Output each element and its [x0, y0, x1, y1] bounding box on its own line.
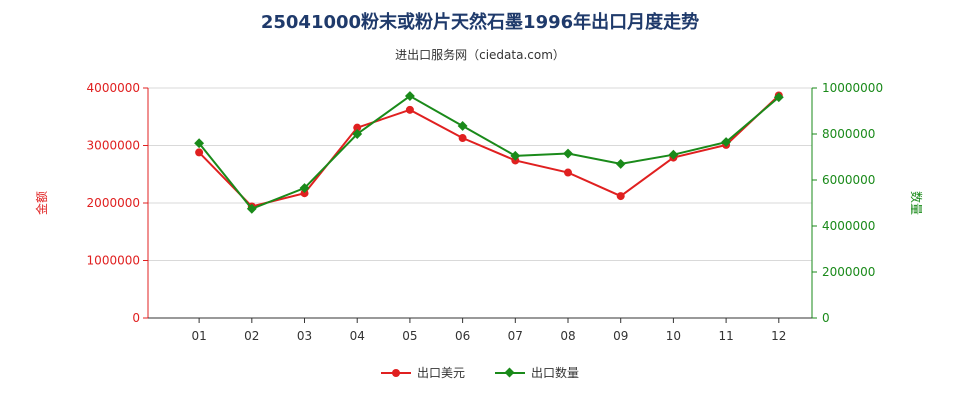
- x-tick-label-8: 09: [613, 329, 628, 343]
- x-tick-label-11: 12: [771, 329, 786, 343]
- series-1-point-3: [352, 129, 363, 139]
- legend-swatch-usd: [380, 367, 411, 379]
- series-1-point-6: [510, 150, 521, 161]
- left-tick-label-4: 4000000: [87, 81, 140, 95]
- series-0-point-5: [458, 134, 467, 143]
- left-tick-label-1: 1000000: [87, 254, 140, 268]
- right-tick-label-3: 6000000: [822, 173, 875, 187]
- x-tick-label-1: 02: [244, 329, 259, 343]
- series-1-point-9: [668, 149, 679, 160]
- right-axis-title: 数量: [909, 191, 924, 215]
- x-tick-label-4: 05: [402, 329, 417, 343]
- right-tick-label-1: 2000000: [822, 265, 875, 279]
- x-tick-label-0: 01: [191, 329, 206, 343]
- series-0-point-0: [195, 148, 204, 157]
- left-tick-label-2: 2000000: [87, 196, 140, 210]
- x-tick-label-9: 10: [666, 329, 681, 343]
- series-1-point-1: [246, 203, 257, 214]
- x-tick-label-6: 07: [508, 329, 523, 343]
- left-tick-label-0: 0: [132, 311, 140, 325]
- x-tick-label-3: 04: [350, 329, 365, 343]
- series-1-point-11: [773, 92, 784, 103]
- series-0-point-8: [616, 192, 625, 201]
- left-tick-label-3: 3000000: [87, 139, 140, 153]
- legend-item-qty[interactable]: 出口数量: [495, 364, 579, 381]
- legend-swatch-qty: [495, 367, 525, 379]
- x-tick-label-10: 11: [718, 329, 733, 343]
- legend-label-qty: 出口数量: [531, 366, 580, 380]
- right-tick-label-5: 10000000: [822, 81, 883, 95]
- series-0-point-2: [300, 189, 309, 198]
- legend-item-usd[interactable]: 出口美元: [380, 364, 465, 381]
- x-tick-label-2: 03: [297, 329, 312, 343]
- series-1-point-2: [299, 183, 310, 193]
- series-1-point-7: [563, 148, 573, 159]
- right-tick-label-2: 4000000: [822, 219, 875, 233]
- series-0-point-3: [353, 123, 362, 132]
- right-tick-label-4: 8000000: [822, 127, 875, 141]
- chart-legend: 出口美元 出口数量: [0, 364, 960, 381]
- series-1-point-0: [194, 138, 205, 149]
- left-axis-title: 金额: [34, 191, 49, 215]
- legend-label-usd: 出口美元: [416, 366, 465, 380]
- x-tick-label-5: 06: [455, 329, 470, 343]
- series-0-point-7: [564, 168, 573, 177]
- right-tick-label-0: 0: [822, 311, 830, 325]
- series-line-1: [198, 94, 780, 210]
- series-line-0: [198, 94, 780, 208]
- chart-title: 25041000粉末或粉片天然石墨1996年出口月度走势: [260, 12, 700, 33]
- series-0-point-4: [405, 105, 414, 114]
- x-tick-label-7: 08: [560, 329, 575, 343]
- series-1-point-5: [457, 121, 468, 131]
- chart-subtitle: 进出口服务网（ciedata.com）: [395, 48, 565, 62]
- series-1-point-10: [721, 137, 732, 147]
- series-1-point-8: [615, 158, 626, 169]
